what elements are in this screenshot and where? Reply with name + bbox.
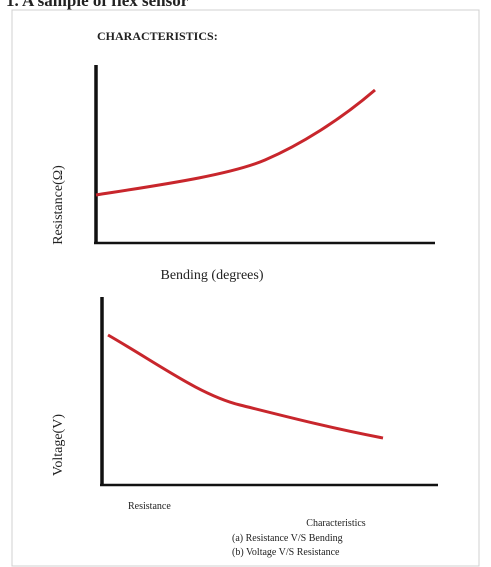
legend-item: (b) Voltage V/S Resistance [232,547,340,558]
x-axis-label: Resistance [128,501,171,512]
heading: CHARACTERISTICS: [97,29,218,43]
curve [95,88,376,197]
legend-title: Characteristics [306,518,366,529]
curve [107,333,384,440]
y-axis-label: Voltage(V) [51,414,66,476]
legend-item: (a) Resistance V/S Bending [232,533,343,544]
x-axis-label: Bending (degrees) [160,268,263,283]
caption: 1. A sample of flex sensor [6,0,189,10]
figure-frame [11,9,480,567]
y-axis-label: Resistance(Ω) [51,165,66,245]
